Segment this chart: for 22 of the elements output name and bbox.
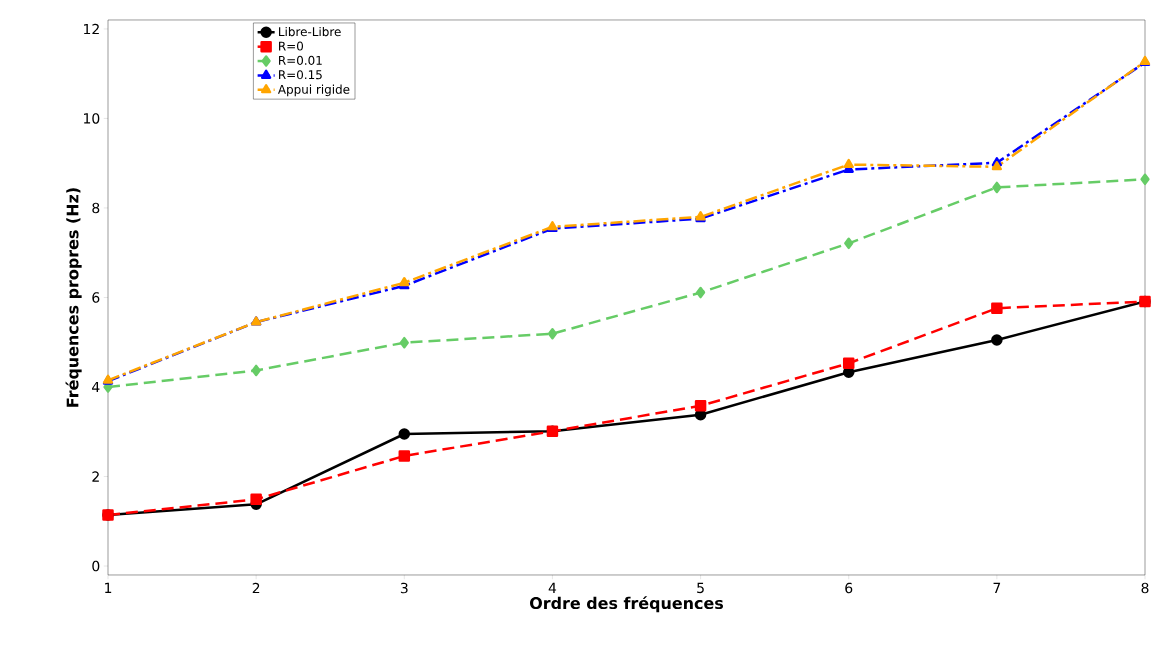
x-tick-label: 3 [400, 582, 408, 594]
x-tick-label: 6 [845, 582, 853, 594]
y-tick-label: 0 [92, 560, 100, 572]
y-tick-label: 6 [92, 292, 100, 303]
legend-label: R=0 [279, 41, 304, 51]
x-tick-label: 4 [548, 582, 557, 593]
y-tick-label: 10 [84, 113, 100, 124]
x-tick-label: 1 [105, 582, 112, 593]
y-tick-label: 4 [92, 381, 100, 393]
y-tick-label: 2 [92, 471, 99, 482]
x-tick-label: 8 [1141, 582, 1149, 594]
legend-label: R=0.15 [279, 70, 322, 80]
x-axis-title: Ordre des fréquences [530, 596, 724, 613]
legend-label: Appui rigide [277, 84, 350, 97]
x-tick-label: 5 [697, 582, 704, 594]
legend-label: Libre-Libre [279, 26, 341, 37]
legend-label: R=0.01 [279, 55, 322, 65]
y-tick-label: 8 [92, 202, 100, 214]
x-tick-label: 7 [993, 582, 1001, 593]
y-axis-title: Fréquences propres (Hz) [65, 188, 82, 407]
y-tick-label: 12 [84, 23, 99, 35]
x-tick-label: 2 [252, 582, 260, 594]
